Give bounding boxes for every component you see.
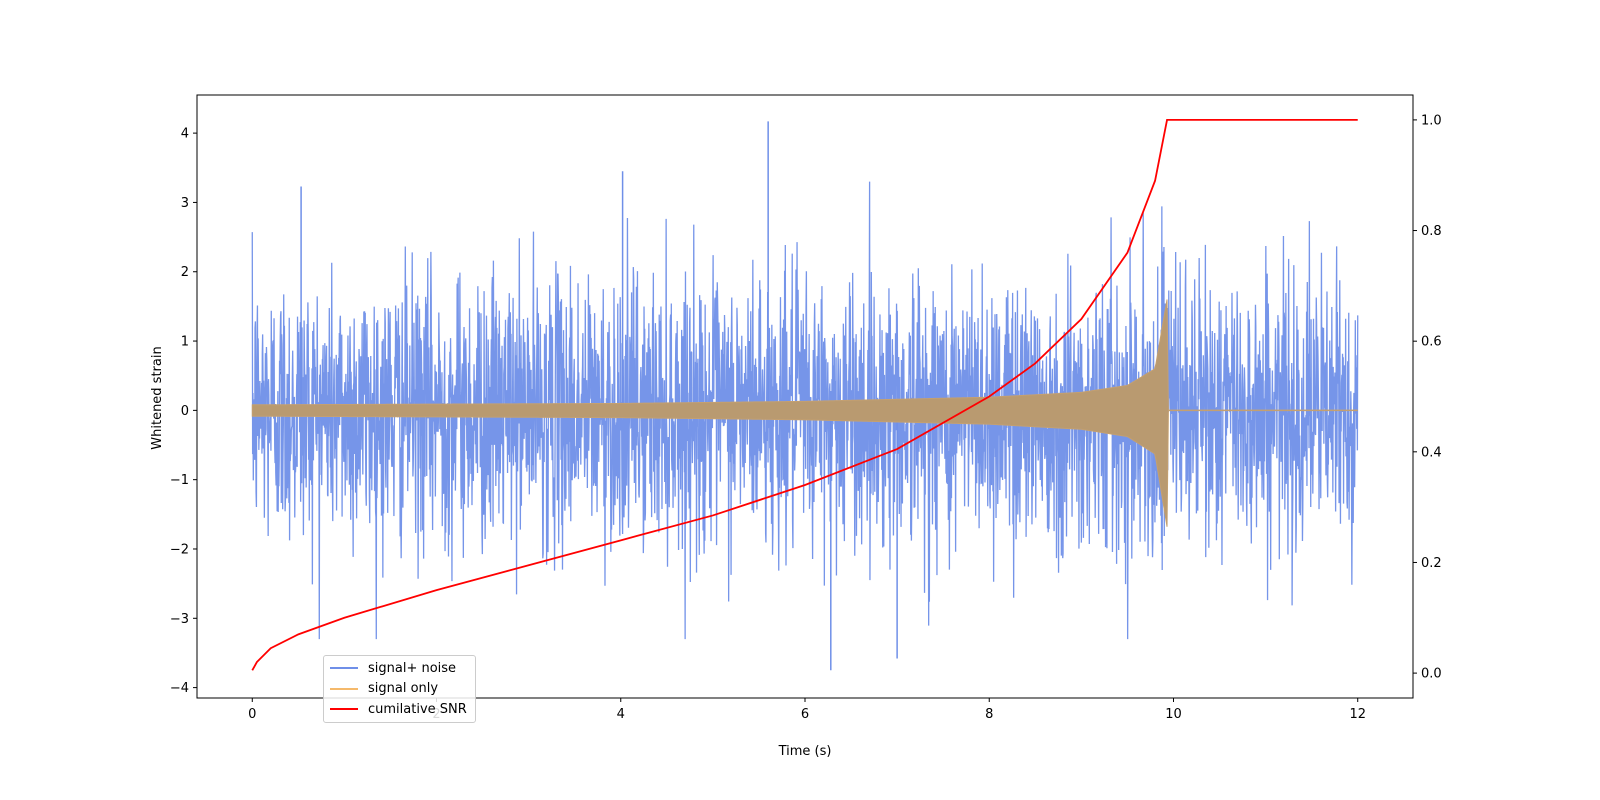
y-tick-label-right: 0.0 <box>1421 667 1442 682</box>
x-tick-label: 6 <box>801 707 809 722</box>
x-tick-label: 0 <box>248 707 256 722</box>
legend-item-noise: signal+ noise <box>330 658 475 679</box>
series-signal-noise <box>251 181 1359 640</box>
plot-area <box>251 118 1359 671</box>
plot-frame <box>196 94 1414 699</box>
x-tick-label: 12 <box>1349 707 1366 722</box>
y-tick-label-left: 4 <box>181 127 189 142</box>
legend-label-snr: cumilative SNR <box>368 701 467 717</box>
y-axis-label: Whitened strain <box>150 346 165 449</box>
legend-swatch-signal <box>330 687 358 690</box>
legend-swatch-noise <box>330 667 358 670</box>
y-tick-label-right: 0.4 <box>1421 445 1442 460</box>
y-tick-label-right: 0.2 <box>1421 556 1442 571</box>
legend-item-signal: signal only <box>330 679 475 700</box>
y-tick-label-left: 1 <box>181 335 189 350</box>
series-cumulative-snr <box>251 118 1358 671</box>
y-tick-label-left: 2 <box>181 265 189 280</box>
x-axis-label: Time (s) <box>778 744 832 759</box>
x-tick-label: 8 <box>985 707 993 722</box>
legend-label-noise: signal+ noise <box>368 660 457 676</box>
legend-item-snr: cumilative SNR <box>330 699 475 720</box>
y-tick-label-left: −2 <box>170 542 189 557</box>
y-tick-label-left: −3 <box>170 612 189 627</box>
legend-swatch-snr <box>330 708 358 711</box>
x-tick-label: 10 <box>1165 707 1182 722</box>
y-tick-label-left: −4 <box>170 681 189 696</box>
y-tick-label-left: 3 <box>181 196 189 211</box>
x-tick-label: 4 <box>617 707 625 722</box>
y-tick-label-right: 0.6 <box>1421 335 1442 350</box>
y-tick-label-right: 0.8 <box>1421 224 1442 239</box>
y-axis-right: 0.0 0.2 0.4 0.6 0.8 1.0 <box>1413 113 1442 682</box>
legend-label-signal: signal only <box>368 681 439 697</box>
y-tick-label-right: 1.0 <box>1421 113 1442 128</box>
y-axis-left: −4 −3 −2 −1 0 1 2 3 4 <box>170 127 197 696</box>
y-tick-label-left: −1 <box>170 473 189 488</box>
legend: signal+ noise signal only cumilative SNR <box>323 655 476 723</box>
y-tick-label-left: 0 <box>181 404 189 419</box>
